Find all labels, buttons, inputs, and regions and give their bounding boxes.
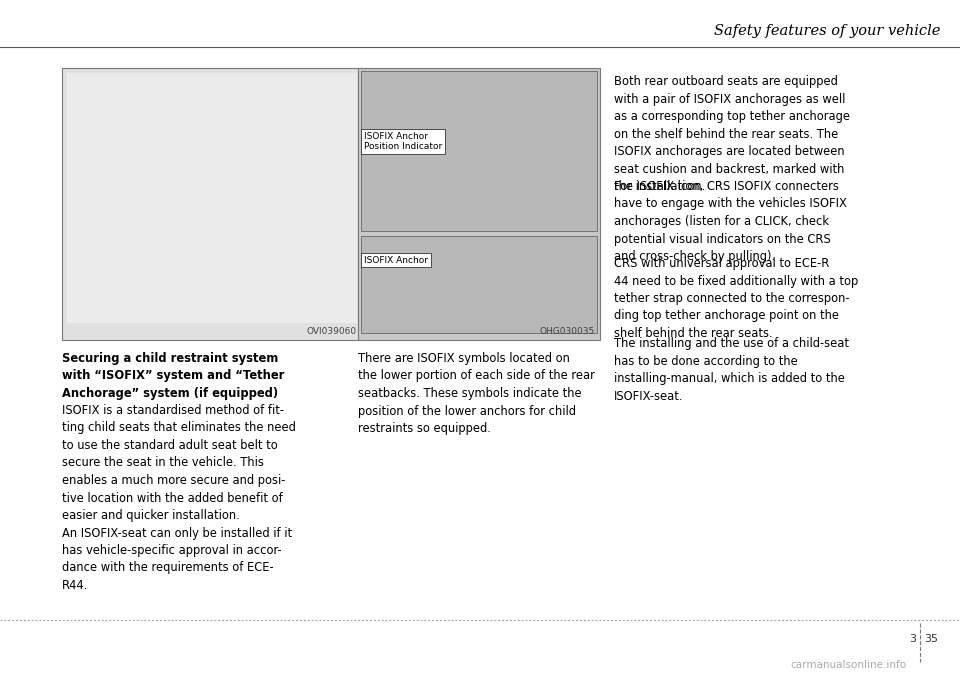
Text: ISOFIX Anchor
Position Indicator: ISOFIX Anchor Position Indicator: [364, 132, 443, 151]
Text: carmanualsonline.info: carmanualsonline.info: [790, 660, 906, 670]
Text: There are ISOFIX symbols located on
the lower portion of each side of the rear
s: There are ISOFIX symbols located on the …: [358, 352, 595, 435]
Text: Both rear outboard seats are equipped
with a pair of ISOFIX anchorages as well
a: Both rear outboard seats are equipped wi…: [614, 75, 850, 193]
Text: OHG030035: OHG030035: [540, 327, 595, 336]
Bar: [67, 73, 357, 323]
Text: 35: 35: [924, 634, 938, 644]
Text: ISOFIX is a standardised method of fit-
ting child seats that eliminates the nee: ISOFIX is a standardised method of fit- …: [62, 404, 296, 592]
Text: The installing and the use of a child-seat
has to be done according to the
insta: The installing and the use of a child-se…: [614, 337, 849, 402]
Bar: [361, 71, 597, 231]
Text: Securing a child restraint system
with “ISOFIX” system and “Tether
Anchorage” sy: Securing a child restraint system with “…: [62, 352, 284, 400]
Bar: [361, 236, 597, 333]
Text: ISOFIX Anchor: ISOFIX Anchor: [364, 256, 428, 265]
Text: Safety features of your vehicle: Safety features of your vehicle: [713, 24, 940, 38]
Bar: [62, 68, 362, 340]
Text: OVI039060: OVI039060: [307, 327, 357, 336]
Text: For installation, CRS ISOFIX connecters
have to engage with the vehicles ISOFIX
: For installation, CRS ISOFIX connecters …: [614, 180, 847, 263]
Text: 3: 3: [909, 634, 916, 644]
Bar: [358, 68, 600, 340]
Text: CRS with universal approval to ECE-R
44 need to be fixed additionally with a top: CRS with universal approval to ECE-R 44 …: [614, 257, 858, 340]
